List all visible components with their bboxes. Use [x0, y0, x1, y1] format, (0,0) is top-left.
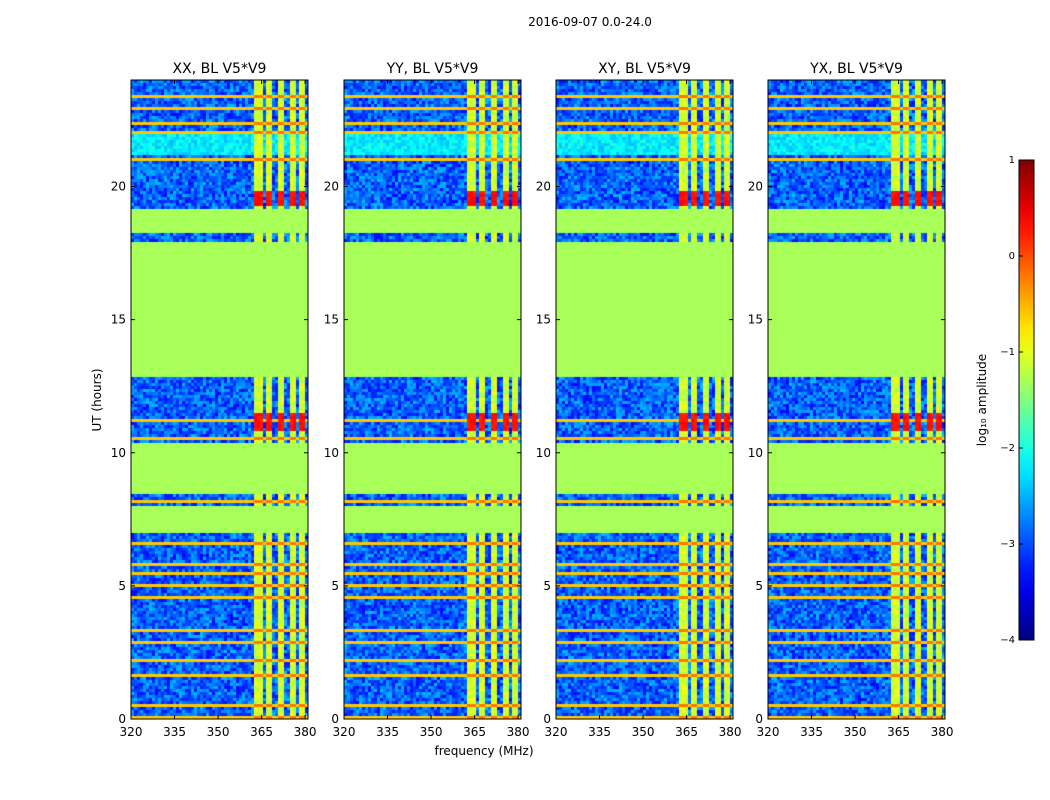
x-tick-label: 380: [294, 725, 317, 739]
x-tick-label: 380: [719, 725, 742, 739]
y-tick-label: 10: [324, 446, 339, 460]
colorbar-gradient: [1018, 159, 1035, 641]
panel-xy: XY, BL V5*V9 320 335 350 365 380 0 5 10 15 20: [536, 61, 742, 739]
x-tick-label: 380: [507, 725, 530, 739]
x-tick-label: 320: [545, 725, 568, 739]
colorbar-tick-label: 1: [1009, 155, 1015, 166]
x-tick-label: 320: [333, 725, 356, 739]
y-tick-label: 10: [748, 446, 763, 460]
y-tick-label: 20: [748, 180, 763, 194]
panel-title: YY, BL V5*V9: [386, 61, 479, 77]
x-tick-label: 350: [420, 725, 443, 739]
y-tick-label: 5: [755, 579, 763, 593]
x-tick-label: 365: [887, 725, 910, 739]
x-tick-label: 350: [207, 725, 230, 739]
x-tick-label: 335: [800, 725, 823, 739]
y-tick-label: 15: [111, 313, 126, 327]
panel-yx: YX, BL V5*V9 320 335 350 365 380 0 5 10 15 20: [748, 61, 954, 739]
plot-frame: [555, 79, 734, 720]
heatmap-image: [768, 80, 945, 719]
x-tick-label: 335: [588, 725, 611, 739]
colorbar-tick-label: −3: [1000, 539, 1015, 550]
x-tick-label: 365: [250, 725, 273, 739]
x-tick-label: 365: [463, 725, 486, 739]
colorbar-tick-label: −2: [1000, 443, 1015, 454]
panel-title: XY, BL V5*V9: [598, 61, 691, 77]
colorbar: 1 0 −1 −2 −3 −4: [1000, 155, 1035, 646]
heatmap-image: [556, 80, 733, 719]
panel-title: XX, BL V5*V9: [173, 61, 267, 77]
x-tick-label: 320: [757, 725, 780, 739]
y-tick-label: 0: [543, 712, 551, 726]
y-tick-label: 15: [324, 313, 339, 327]
y-tick-label: 20: [324, 180, 339, 194]
y-tick-label: 0: [118, 712, 126, 726]
y-tick-label: 0: [331, 712, 339, 726]
x-tick-label: 380: [931, 725, 954, 739]
plot-frame: [343, 79, 522, 720]
panel-xx: XX, BL V5*V9 320 335 350 365 380 0 5 10 15 20: [111, 61, 317, 739]
figure-title: 2016-09-07 0.0-24.0: [528, 15, 652, 29]
x-tick-label: 335: [163, 725, 186, 739]
plot-frame: [130, 79, 309, 720]
colorbar-tick-label: 0: [1009, 251, 1015, 262]
heatmap-image: [344, 80, 521, 719]
y-tick-label: 0: [755, 712, 763, 726]
heatmap-image: [131, 80, 308, 719]
colorbar-label: log₁₀ amplitude: [975, 354, 989, 446]
colorbar-tick-label: −4: [1000, 635, 1015, 646]
x-tick-label: 350: [632, 725, 655, 739]
y-tick-label: 10: [111, 446, 126, 460]
y-tick-label: 5: [543, 579, 551, 593]
x-axis-label: frequency (MHz): [434, 744, 533, 758]
y-tick-label: 15: [536, 313, 551, 327]
panel-title: YX, BL V5*V9: [809, 61, 903, 77]
y-tick-label: 5: [331, 579, 339, 593]
plot-frame: [767, 79, 946, 720]
x-tick-label: 335: [376, 725, 399, 739]
y-tick-label: 15: [748, 313, 763, 327]
x-tick-label: 350: [844, 725, 867, 739]
y-tick-label: 5: [118, 579, 126, 593]
y-tick-label: 20: [111, 180, 126, 194]
x-tick-label: 320: [120, 725, 143, 739]
y-axis-label: UT (hours): [90, 368, 104, 431]
colorbar-tick-label: −1: [1000, 347, 1015, 358]
panel-yy: YY, BL V5*V9 320 335 350 365 380 0 5 10 15 20: [324, 61, 530, 739]
y-tick-label: 20: [536, 180, 551, 194]
y-tick-label: 10: [536, 446, 551, 460]
x-tick-label: 365: [675, 725, 698, 739]
